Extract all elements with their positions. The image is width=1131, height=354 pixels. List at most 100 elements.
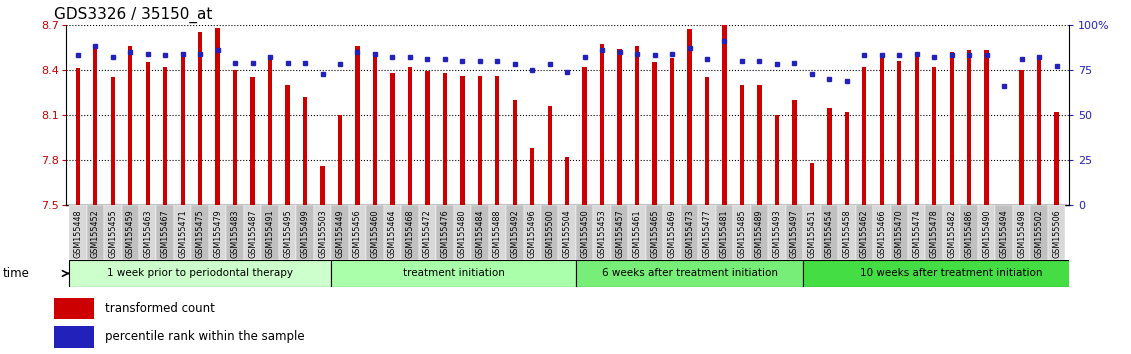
Text: GSM155482: GSM155482 — [947, 210, 956, 258]
Bar — [104, 205, 121, 260]
Text: GSM155503: GSM155503 — [318, 210, 327, 258]
Bar — [146, 62, 150, 205]
Bar — [723, 25, 727, 205]
Bar — [950, 52, 953, 205]
Bar — [932, 67, 936, 205]
Bar — [296, 205, 313, 260]
Text: GSM155506: GSM155506 — [1052, 210, 1061, 258]
Bar — [629, 205, 646, 260]
Bar — [646, 205, 663, 260]
Text: GSM155457: GSM155457 — [615, 210, 624, 258]
Bar — [373, 52, 377, 205]
Text: GSM155476: GSM155476 — [440, 210, 449, 258]
Bar — [244, 205, 261, 260]
Bar — [559, 205, 576, 260]
Text: GSM155502: GSM155502 — [1035, 210, 1044, 258]
Text: GSM155455: GSM155455 — [109, 210, 118, 258]
Text: GSM155464: GSM155464 — [388, 210, 397, 258]
Text: GSM155468: GSM155468 — [405, 210, 414, 258]
Text: GSM155450: GSM155450 — [580, 210, 589, 258]
Bar — [174, 205, 191, 260]
Bar — [331, 205, 348, 260]
Bar — [285, 85, 290, 205]
Bar — [768, 205, 786, 260]
Bar — [845, 112, 849, 205]
Bar — [576, 205, 594, 260]
Bar — [121, 205, 139, 260]
Bar — [827, 108, 831, 205]
Bar — [733, 205, 751, 260]
Text: GSM155452: GSM155452 — [90, 210, 100, 258]
Bar — [1030, 205, 1047, 260]
Bar — [582, 67, 587, 205]
Text: GSM155489: GSM155489 — [756, 210, 763, 258]
Text: GSM155498: GSM155498 — [1017, 210, 1026, 258]
Text: GSM155477: GSM155477 — [702, 210, 711, 258]
Bar — [338, 115, 343, 205]
Bar — [454, 205, 472, 260]
Bar — [1047, 205, 1065, 260]
Bar — [1019, 70, 1024, 205]
Bar — [740, 85, 744, 205]
Bar — [541, 205, 559, 260]
Bar — [506, 205, 524, 260]
Text: GSM155453: GSM155453 — [597, 210, 606, 258]
Bar — [792, 100, 796, 205]
Bar — [775, 115, 779, 205]
Text: 6 weeks after treatment initiation: 6 weeks after treatment initiation — [602, 268, 777, 279]
Bar — [960, 205, 978, 260]
Bar — [681, 205, 698, 260]
Bar — [838, 205, 855, 260]
Text: GSM155449: GSM155449 — [336, 210, 345, 258]
Bar — [751, 205, 768, 260]
Bar — [978, 205, 995, 260]
Bar — [698, 205, 716, 260]
Bar — [226, 205, 244, 260]
Text: GSM155475: GSM155475 — [196, 210, 205, 258]
Bar — [477, 76, 482, 205]
Bar — [566, 157, 569, 205]
Bar — [355, 46, 360, 205]
Bar — [303, 97, 308, 205]
Bar — [594, 205, 611, 260]
Bar — [810, 163, 814, 205]
Text: GSM155459: GSM155459 — [126, 210, 135, 258]
Bar — [425, 72, 430, 205]
Bar — [611, 205, 629, 260]
Bar — [407, 67, 412, 205]
Bar — [320, 166, 325, 205]
Bar — [1054, 112, 1059, 205]
Bar — [54, 298, 94, 319]
Text: GSM155473: GSM155473 — [685, 210, 694, 258]
Text: GSM155471: GSM155471 — [179, 210, 188, 258]
Text: GSM155491: GSM155491 — [266, 210, 275, 258]
Text: GSM155474: GSM155474 — [913, 210, 922, 258]
Bar — [209, 205, 226, 260]
Bar — [331, 260, 576, 287]
Bar — [705, 78, 709, 205]
Bar — [191, 205, 209, 260]
Bar — [366, 205, 383, 260]
Text: GSM155479: GSM155479 — [213, 210, 222, 258]
Bar — [663, 205, 681, 260]
Bar — [618, 49, 622, 205]
Bar — [530, 148, 535, 205]
Text: GSM155454: GSM155454 — [824, 210, 834, 258]
Text: 1 week prior to periodontal therapy: 1 week prior to periodontal therapy — [107, 268, 293, 279]
Bar — [688, 29, 692, 205]
Text: GSM155478: GSM155478 — [930, 210, 939, 258]
Bar — [716, 205, 733, 260]
Bar — [69, 205, 87, 260]
Bar — [803, 205, 821, 260]
Bar — [383, 205, 402, 260]
Text: GSM155467: GSM155467 — [161, 210, 170, 258]
Bar — [576, 260, 803, 287]
Bar — [460, 76, 465, 205]
Bar — [670, 58, 674, 205]
Bar — [803, 260, 1100, 287]
Bar — [1037, 58, 1042, 205]
Text: GSM155469: GSM155469 — [667, 210, 676, 258]
Text: GSM155495: GSM155495 — [283, 210, 292, 258]
Text: GSM155483: GSM155483 — [231, 210, 240, 258]
Bar — [634, 46, 639, 205]
